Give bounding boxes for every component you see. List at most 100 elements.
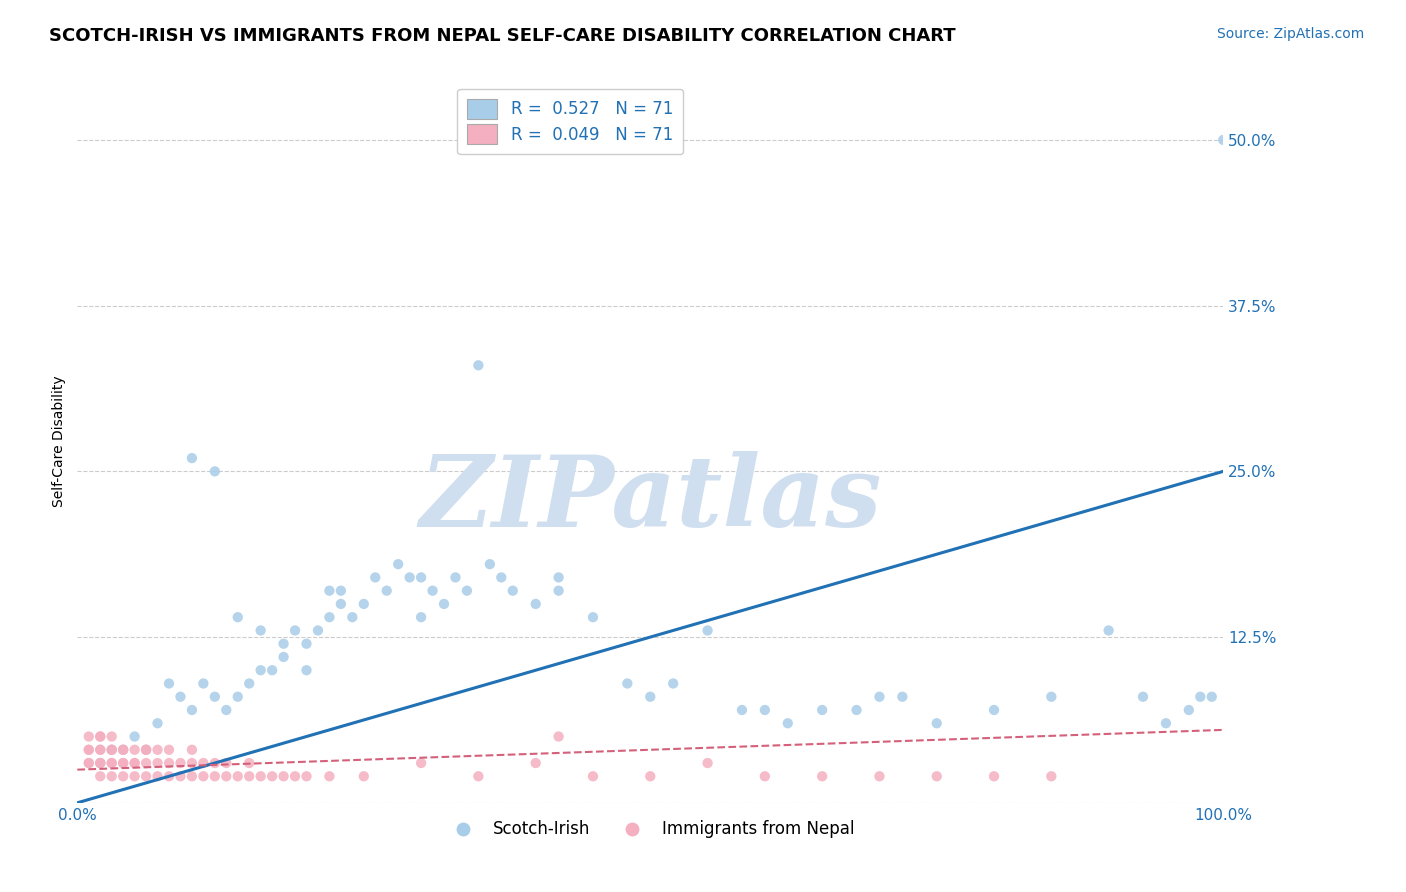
Point bbox=[640, 690, 662, 704]
Point bbox=[295, 769, 318, 783]
Point bbox=[124, 769, 146, 783]
Point bbox=[100, 743, 122, 757]
Point bbox=[169, 756, 191, 770]
Point bbox=[204, 690, 226, 704]
Point bbox=[146, 743, 169, 757]
Point bbox=[135, 769, 157, 783]
Text: Source: ZipAtlas.com: Source: ZipAtlas.com bbox=[1216, 27, 1364, 41]
Point bbox=[249, 624, 271, 638]
Point bbox=[249, 769, 271, 783]
Point bbox=[100, 730, 122, 744]
Point bbox=[329, 583, 352, 598]
Point bbox=[398, 570, 420, 584]
Point bbox=[1098, 624, 1121, 638]
Point bbox=[89, 756, 111, 770]
Point bbox=[295, 637, 318, 651]
Point bbox=[582, 769, 605, 783]
Point bbox=[180, 703, 204, 717]
Point bbox=[467, 359, 489, 373]
Point bbox=[180, 756, 204, 770]
Point bbox=[262, 769, 284, 783]
Point bbox=[112, 743, 135, 757]
Point bbox=[180, 769, 204, 783]
Point bbox=[273, 637, 295, 651]
Point bbox=[869, 769, 891, 783]
Point bbox=[124, 756, 146, 770]
Point bbox=[983, 769, 1005, 783]
Point bbox=[925, 716, 948, 731]
Point bbox=[1154, 716, 1177, 731]
Point bbox=[983, 703, 1005, 717]
Point bbox=[318, 583, 340, 598]
Point bbox=[284, 769, 307, 783]
Point bbox=[696, 624, 718, 638]
Point bbox=[112, 756, 135, 770]
Point bbox=[411, 610, 433, 624]
Point bbox=[89, 730, 111, 744]
Point bbox=[640, 769, 662, 783]
Point bbox=[524, 756, 547, 770]
Point bbox=[135, 743, 157, 757]
Point bbox=[1132, 690, 1154, 704]
Y-axis label: Self-Care Disability: Self-Care Disability bbox=[52, 376, 66, 508]
Point bbox=[204, 769, 226, 783]
Point bbox=[1040, 769, 1063, 783]
Point bbox=[731, 703, 754, 717]
Point bbox=[77, 743, 100, 757]
Point bbox=[364, 570, 387, 584]
Point bbox=[135, 756, 157, 770]
Point bbox=[353, 597, 375, 611]
Point bbox=[375, 583, 398, 598]
Text: ZIPatlas: ZIPatlas bbox=[419, 451, 882, 548]
Point bbox=[925, 769, 948, 783]
Point bbox=[582, 610, 605, 624]
Point bbox=[776, 716, 799, 731]
Point bbox=[467, 769, 489, 783]
Point bbox=[411, 756, 433, 770]
Point bbox=[811, 769, 834, 783]
Point bbox=[226, 610, 249, 624]
Point bbox=[112, 769, 135, 783]
Point bbox=[89, 756, 111, 770]
Point bbox=[215, 756, 238, 770]
Point bbox=[169, 769, 191, 783]
Point bbox=[135, 743, 157, 757]
Point bbox=[754, 703, 776, 717]
Point bbox=[502, 583, 524, 598]
Point bbox=[295, 663, 318, 677]
Point bbox=[112, 743, 135, 757]
Point bbox=[616, 676, 638, 690]
Point bbox=[478, 557, 501, 571]
Point bbox=[157, 756, 180, 770]
Point bbox=[112, 743, 135, 757]
Point bbox=[146, 756, 169, 770]
Point bbox=[318, 769, 340, 783]
Point bbox=[547, 583, 569, 598]
Point bbox=[754, 769, 776, 783]
Point bbox=[146, 769, 169, 783]
Point bbox=[238, 769, 260, 783]
Text: SCOTCH-IRISH VS IMMIGRANTS FROM NEPAL SELF-CARE DISABILITY CORRELATION CHART: SCOTCH-IRISH VS IMMIGRANTS FROM NEPAL SE… bbox=[49, 27, 956, 45]
Point bbox=[135, 743, 157, 757]
Point bbox=[422, 583, 444, 598]
Point bbox=[157, 676, 180, 690]
Point bbox=[353, 769, 375, 783]
Point bbox=[318, 610, 340, 624]
Point bbox=[193, 769, 215, 783]
Point bbox=[547, 570, 569, 584]
Point bbox=[1040, 690, 1063, 704]
Point bbox=[1212, 133, 1234, 147]
Point bbox=[444, 570, 467, 584]
Point bbox=[124, 730, 146, 744]
Point bbox=[662, 676, 685, 690]
Point bbox=[169, 690, 191, 704]
Point bbox=[112, 756, 135, 770]
Point bbox=[100, 769, 122, 783]
Point bbox=[89, 743, 111, 757]
Point bbox=[157, 769, 180, 783]
Point bbox=[89, 730, 111, 744]
Point bbox=[215, 703, 238, 717]
Point bbox=[411, 570, 433, 584]
Point bbox=[1201, 690, 1223, 704]
Point bbox=[193, 676, 215, 690]
